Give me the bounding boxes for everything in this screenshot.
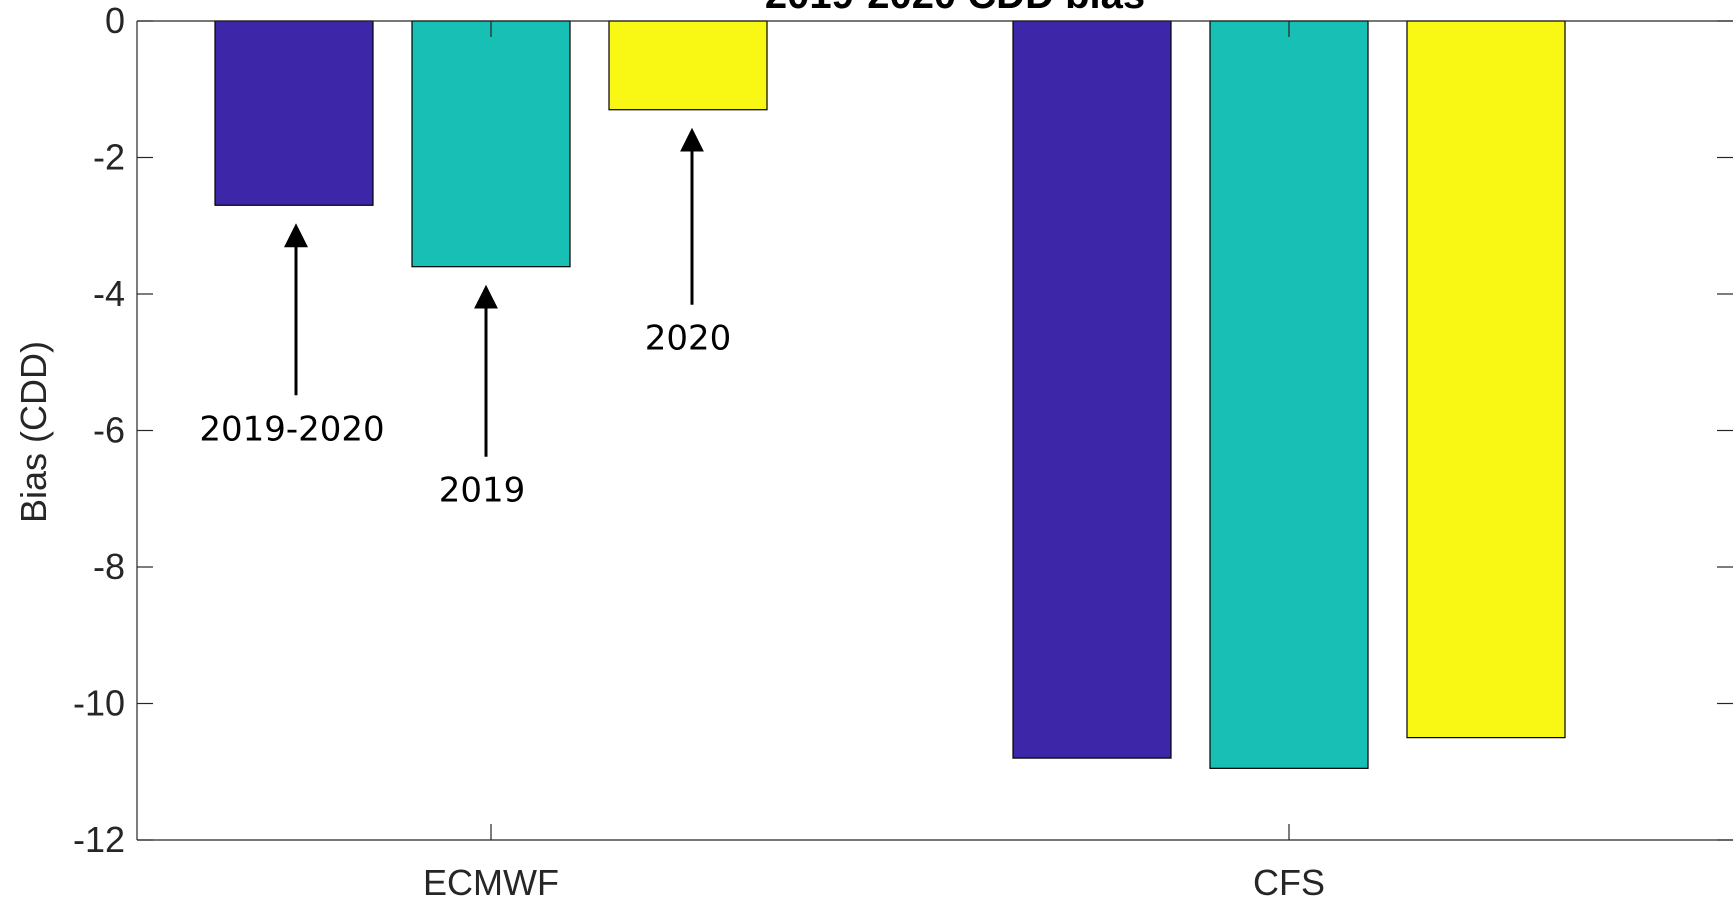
bar-ecmwf-3 bbox=[608, 20, 768, 111]
y-tick-label: -2 bbox=[93, 137, 125, 178]
annotation-label: 2020 bbox=[645, 319, 732, 359]
annotations-layer: 2019-2020 2019 2020 bbox=[199, 127, 732, 511]
y-tick-label: 0 bbox=[105, 0, 125, 41]
bar-ecmwf-1 bbox=[214, 20, 374, 206]
bar-cfs-1 bbox=[1012, 20, 1172, 759]
y-tick-label: -12 bbox=[73, 819, 125, 860]
annotation-label: 2019-2020 bbox=[199, 409, 384, 449]
chart-title: 2019-2020 CDD bias bbox=[765, 0, 1145, 17]
bar-ecmwf-2 bbox=[411, 20, 571, 268]
x-tick-label-cfs: CFS bbox=[1253, 862, 1325, 903]
bar-cfs-3 bbox=[1406, 20, 1566, 739]
y-tick-label: -4 bbox=[93, 273, 125, 314]
y-tick-label: -8 bbox=[93, 546, 125, 587]
bars-layer bbox=[214, 20, 1566, 769]
y-axis-label: Bias (CDD) bbox=[13, 341, 54, 523]
bar-cfs-2 bbox=[1209, 20, 1369, 769]
x-tick-label-ecmwf: ECMWF bbox=[423, 862, 559, 903]
y-tick-label: -6 bbox=[93, 410, 125, 451]
axes-layer: 0 -2 -4 -6 -8 -10 -12 ECMWF CFS bbox=[73, 0, 1733, 903]
annotation-label: 2019 bbox=[439, 471, 526, 511]
y-tick-label: -10 bbox=[73, 683, 125, 724]
